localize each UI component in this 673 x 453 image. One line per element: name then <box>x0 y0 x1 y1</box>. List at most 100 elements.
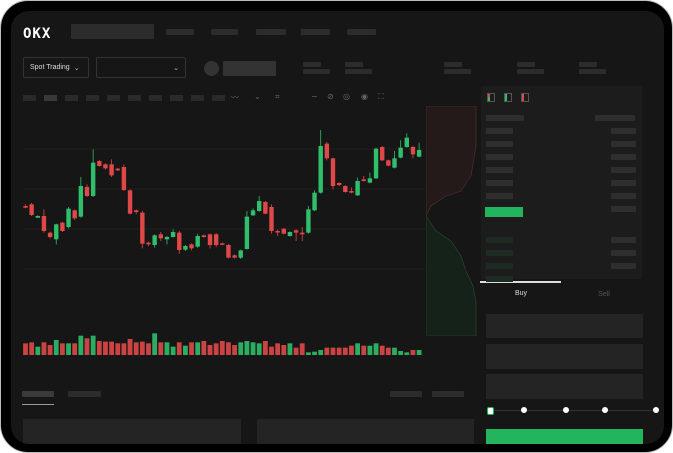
slider-track[interactable] <box>491 410 656 411</box>
volume-bar <box>256 343 262 355</box>
book-asks-icon[interactable] <box>521 93 529 102</box>
timeframe-button[interactable] <box>170 95 183 101</box>
volume-bar <box>47 345 53 355</box>
volume-bar <box>207 345 213 355</box>
volume-bar <box>232 345 237 355</box>
okx-logo[interactable]: OKX <box>23 26 52 42</box>
volume-bar <box>66 343 71 355</box>
chart-type-icon[interactable]: ⌄ <box>254 92 261 101</box>
book-both-icon[interactable] <box>487 93 495 102</box>
ruler-icon[interactable]: ⊘ <box>327 92 334 101</box>
candle <box>78 186 84 217</box>
candle <box>195 236 200 247</box>
settings-icon[interactable]: ◉ <box>361 92 368 101</box>
stat-label <box>345 62 363 67</box>
candle <box>275 231 280 233</box>
depth-chart <box>426 106 477 336</box>
candle <box>72 210 77 219</box>
nav-item[interactable] <box>256 29 286 35</box>
candle <box>380 147 385 161</box>
ask-amount <box>611 154 636 160</box>
search-bar[interactable] <box>71 24 154 39</box>
nav-item[interactable] <box>211 29 238 35</box>
candle <box>355 181 360 196</box>
trading-screen: OKX Spot Trading ⌄ ⌄ 〰 ⌄ ⌗ ∼ ⊘ ◎ ◉ ⛶ Buy … <box>11 11 664 444</box>
candlestick-chart[interactable] <box>11 11 431 371</box>
candle <box>35 216 40 218</box>
indicator-icon[interactable]: 〰 <box>231 93 239 102</box>
slider-step-dot[interactable] <box>563 407 569 413</box>
candle <box>398 147 403 158</box>
volume-bar <box>269 346 274 355</box>
volume-bar <box>103 341 108 355</box>
stat-label <box>444 62 462 67</box>
candle <box>29 204 34 215</box>
volume-bar <box>139 341 145 355</box>
candle <box>41 216 47 231</box>
spot-trading-dropdown[interactable]: Spot Trading ⌄ <box>23 57 89 78</box>
timeframe-button[interactable] <box>212 95 225 101</box>
timeframe-button[interactable] <box>23 95 36 101</box>
tab-buy[interactable]: Buy <box>514 290 528 297</box>
candle <box>287 232 293 236</box>
bid-price <box>486 250 513 256</box>
timeframe-button[interactable] <box>44 95 57 101</box>
volume-bar <box>127 339 133 355</box>
slider-step-dot[interactable] <box>653 407 659 413</box>
slider-step-dot[interactable] <box>602 407 608 413</box>
timeframe-button[interactable] <box>191 95 204 101</box>
candle <box>386 160 391 166</box>
timeframe-button[interactable] <box>107 95 120 101</box>
candle <box>330 158 336 186</box>
volume-bar <box>213 343 219 355</box>
drawing-icon[interactable]: ⌗ <box>275 92 280 101</box>
candle <box>121 167 127 190</box>
filter-button[interactable] <box>390 391 422 397</box>
pair-dropdown[interactable]: ⌄ <box>96 57 186 78</box>
volume-bar <box>226 342 231 355</box>
buy-button[interactable] <box>486 429 643 444</box>
stat-value <box>444 69 471 74</box>
fullscreen-icon[interactable]: ⛶ <box>378 92 384 101</box>
timeframe-button[interactable] <box>86 95 99 101</box>
mid-price <box>485 207 523 217</box>
tab-open-orders[interactable] <box>22 391 54 397</box>
tab-sell[interactable]: Sell <box>598 291 610 298</box>
ask-price <box>486 154 513 160</box>
total-input[interactable] <box>486 374 643 399</box>
ask-amount <box>611 180 636 186</box>
candle <box>177 232 182 250</box>
pen-icon[interactable]: ∼ <box>311 92 318 101</box>
volume-bar <box>392 347 397 355</box>
nav-item[interactable] <box>166 29 194 35</box>
bid-amount <box>611 250 636 256</box>
stat-value <box>517 69 544 74</box>
volume-bar <box>23 343 28 355</box>
candle <box>170 232 176 237</box>
candle <box>312 192 317 211</box>
buy-tab-underline <box>480 281 561 283</box>
candle <box>183 246 188 250</box>
candle <box>152 235 157 245</box>
slider-handle[interactable] <box>487 407 494 415</box>
candle <box>410 147 416 155</box>
candle <box>115 168 120 171</box>
timeframe-button[interactable] <box>65 95 78 101</box>
nav-item[interactable] <box>301 29 330 35</box>
dropdown-label: Spot Trading <box>30 64 70 71</box>
nav-item[interactable] <box>347 29 376 35</box>
candle <box>343 186 348 192</box>
volume-bar <box>96 341 102 355</box>
amount-input[interactable] <box>486 344 643 369</box>
price-input[interactable] <box>486 314 643 338</box>
volume-bar <box>115 343 121 355</box>
tab-order-history[interactable] <box>68 391 101 397</box>
slider-step-dot[interactable] <box>521 407 527 413</box>
timeframe-button[interactable] <box>149 95 162 101</box>
timeframe-button[interactable] <box>128 95 141 101</box>
camera-icon[interactable]: ◎ <box>343 92 350 101</box>
volume-bar <box>35 346 41 355</box>
book-bids-icon[interactable] <box>504 93 512 102</box>
candle <box>140 212 145 244</box>
filter-button[interactable] <box>432 391 464 397</box>
